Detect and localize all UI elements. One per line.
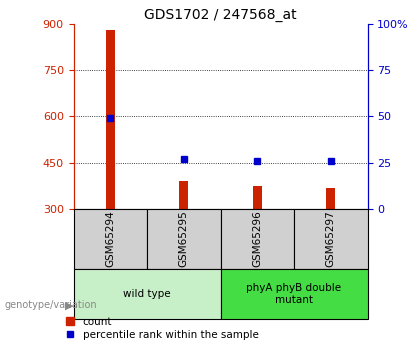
Bar bbox=[253, 186, 262, 209]
Title: GDS1702 / 247568_at: GDS1702 / 247568_at bbox=[144, 8, 297, 22]
Bar bbox=[179, 181, 188, 209]
Bar bbox=[74, 209, 147, 269]
Bar bbox=[294, 209, 368, 269]
Bar bbox=[106, 30, 115, 209]
Text: GSM65297: GSM65297 bbox=[326, 210, 336, 267]
Bar bbox=[220, 209, 294, 269]
Legend: count, percentile rank within the sample: count, percentile rank within the sample bbox=[66, 317, 259, 340]
Bar bbox=[326, 188, 335, 209]
Text: phyA phyB double
mutant: phyA phyB double mutant bbox=[247, 283, 341, 305]
Text: GSM65294: GSM65294 bbox=[105, 210, 115, 267]
Bar bbox=[74, 269, 220, 319]
Text: wild type: wild type bbox=[123, 289, 171, 299]
Bar bbox=[147, 209, 220, 269]
Text: GSM65295: GSM65295 bbox=[179, 210, 189, 267]
Bar bbox=[220, 269, 368, 319]
Text: ▶: ▶ bbox=[65, 300, 73, 310]
Text: GSM65296: GSM65296 bbox=[252, 210, 262, 267]
Text: genotype/variation: genotype/variation bbox=[4, 300, 97, 310]
